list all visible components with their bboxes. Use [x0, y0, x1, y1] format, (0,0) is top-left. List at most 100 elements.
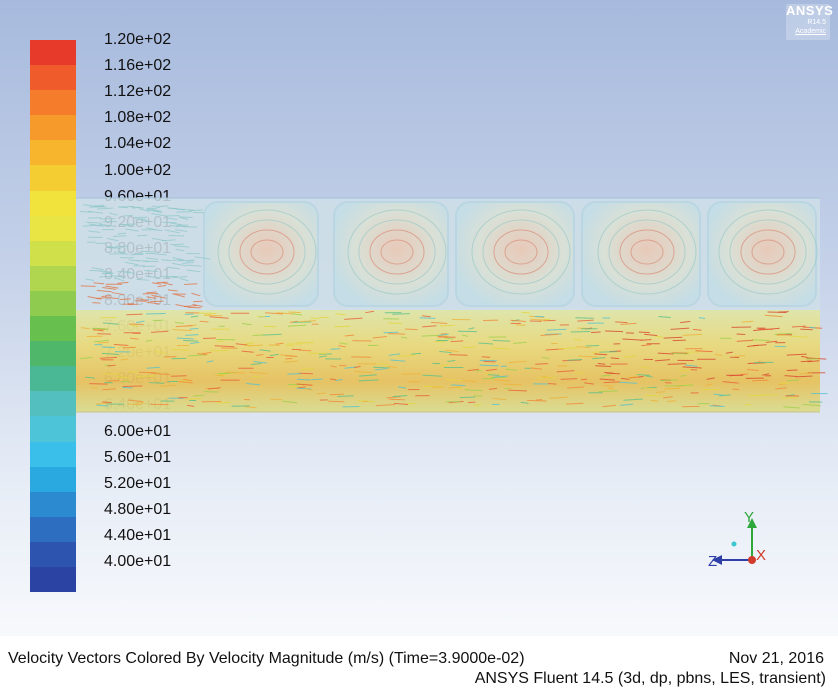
- vector-streak: [130, 324, 139, 327]
- legend-swatch: [30, 441, 76, 467]
- vector-streak: [219, 372, 229, 375]
- logo-release: R14.5: [807, 19, 826, 26]
- vector-streak: [173, 245, 190, 248]
- vector-streak: [101, 352, 119, 355]
- vector-streak: [289, 320, 299, 323]
- legend-swatch: [30, 316, 76, 342]
- vector-streak: [389, 398, 406, 401]
- vector-streak: [82, 225, 93, 227]
- vector-streak: [747, 344, 759, 348]
- vector-streak: [422, 325, 437, 328]
- vortex-ring: [493, 229, 549, 275]
- vector-streak: [670, 327, 690, 330]
- vector-streak: [662, 396, 673, 399]
- vector-streak: [186, 404, 195, 407]
- legend-swatch: [30, 90, 76, 116]
- vector-streak: [178, 259, 194, 262]
- vector-streak: [215, 374, 225, 377]
- vector-streak: [190, 315, 199, 318]
- legend-label: 1.00e+02: [104, 161, 172, 179]
- vector-streak: [392, 394, 408, 398]
- vector-streak: [166, 266, 180, 270]
- vector-streak: [101, 346, 115, 349]
- vector-streak: [151, 237, 167, 242]
- vector-streak: [241, 322, 252, 326]
- vector-streak: [411, 352, 422, 355]
- vortex-ring: [740, 229, 796, 275]
- vector-streak: [787, 379, 800, 382]
- legend-label: 1.04e+02: [104, 135, 172, 153]
- vector-streak: [118, 223, 135, 227]
- vector-streak: [598, 390, 619, 393]
- legend-swatch: [30, 541, 76, 567]
- vector-streak: [479, 364, 499, 367]
- vector-streak: [421, 315, 431, 318]
- legend-label: 5.60e+01: [104, 448, 172, 466]
- vector-streak: [439, 350, 452, 354]
- vector-streak: [285, 344, 295, 347]
- vector-streak: [736, 339, 754, 342]
- vector-streak: [121, 223, 136, 226]
- vector-streak: [99, 356, 118, 359]
- legend-swatch: [30, 40, 76, 66]
- vector-streak: [292, 313, 303, 316]
- vector-streak: [610, 357, 620, 360]
- vector-streak: [136, 234, 148, 237]
- vector-streak: [259, 349, 271, 352]
- vector-streak: [330, 348, 341, 350]
- vector-streak: [90, 224, 105, 227]
- graphics-viewport[interactable]: ANSYS R14.5 Academic 1.20e+02 1.16e+02 1.1…: [0, 0, 838, 636]
- vector-streak: [354, 371, 373, 374]
- vector-streak: [448, 386, 462, 389]
- vector-streak: [578, 355, 598, 358]
- legend-swatch: [30, 290, 76, 317]
- vector-streak: [86, 221, 103, 224]
- vector-streak: [338, 345, 346, 348]
- vector-streak: [464, 389, 483, 392]
- vector-streak: [187, 398, 202, 400]
- vector-streak: [116, 376, 130, 379]
- vector-streak: [685, 351, 700, 354]
- vector-streak: [107, 237, 119, 242]
- vector-streak: [146, 296, 157, 299]
- vector-streak: [102, 401, 112, 404]
- vector-streak: [297, 386, 306, 389]
- logo-edition: Academic: [795, 28, 826, 35]
- vector-streak: [791, 325, 807, 328]
- vector-streak: [641, 387, 655, 390]
- vector-streak: [606, 372, 620, 375]
- vector-streak: [214, 345, 235, 348]
- cavity-cell: [707, 201, 817, 307]
- vector-streak: [492, 397, 507, 401]
- vector-streaks: [80, 204, 828, 409]
- plot-title: Velocity Vectors Colored By Velocity Mag…: [8, 650, 525, 667]
- vector-streak: [527, 399, 547, 402]
- legend-swatch: [30, 566, 76, 593]
- vector-streak: [451, 384, 466, 387]
- vector-streak: [751, 339, 770, 342]
- vortex-ring: [608, 219, 686, 285]
- vector-streak: [188, 209, 203, 212]
- axis-z-label: Z: [708, 553, 717, 570]
- vector-streak: [145, 339, 153, 342]
- vector-streak: [127, 403, 141, 406]
- logo-brand: ANSYS: [786, 3, 834, 18]
- vector-streak: [627, 376, 639, 379]
- vector-streak: [615, 321, 628, 324]
- vector-streak: [447, 360, 456, 362]
- vector-streak: [809, 326, 816, 329]
- vector-streak: [289, 385, 305, 388]
- vector-streak: [713, 393, 725, 396]
- vector-streak: [146, 208, 160, 213]
- vector-streak: [807, 360, 820, 363]
- vector-streak: [311, 378, 323, 381]
- vector-streak: [113, 343, 129, 346]
- vector-streak: [494, 379, 511, 382]
- vector-streak: [122, 346, 136, 349]
- vector-streak: [693, 328, 702, 331]
- axis-triad: Y Z X: [706, 508, 786, 578]
- vector-streak: [145, 257, 158, 261]
- vector-streak: [438, 333, 449, 336]
- vector-streak: [680, 374, 687, 377]
- vector-streak: [186, 269, 201, 273]
